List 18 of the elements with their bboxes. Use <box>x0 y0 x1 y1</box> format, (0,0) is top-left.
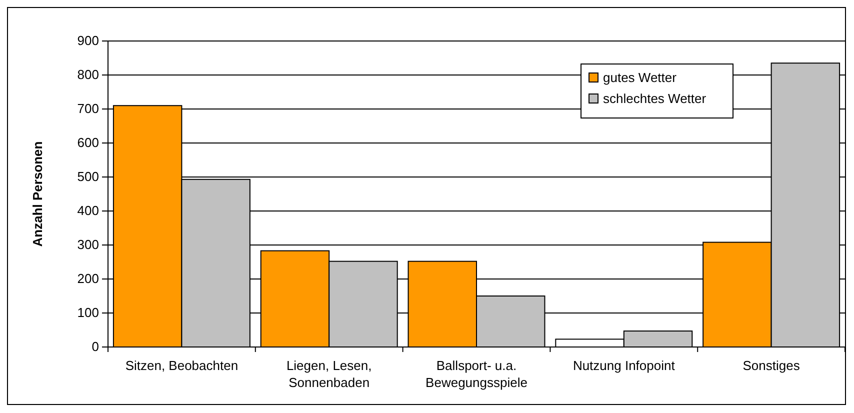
y-tick-label: 400 <box>77 203 99 218</box>
x-tick-label: Ballsport- u.a. Bewegungsspiele <box>426 358 528 390</box>
y-tick-label: 800 <box>77 67 99 82</box>
y-tick-label: 200 <box>77 271 99 286</box>
x-tick-label: Liegen, Lesen, Sonnenbaden <box>286 358 372 390</box>
y-tick-label: 700 <box>77 101 99 116</box>
x-tick-label: Nutzung Infopoint <box>572 358 676 373</box>
y-tick-label: 500 <box>77 169 99 184</box>
x-tick-label: Sitzen, Beobachten <box>125 358 238 373</box>
y-tick-label: 900 <box>77 33 99 48</box>
x-tick-label: Sonstiges <box>742 358 800 373</box>
y-tick-label: 100 <box>77 305 99 320</box>
y-tick-label: 300 <box>77 237 99 252</box>
y-tick-label: 0 <box>92 339 99 354</box>
legend-label: gutes Wetter <box>603 70 678 85</box>
y-axis-title: Anzahl Personen <box>30 141 45 247</box>
y-tick-label: 600 <box>77 135 99 150</box>
legend-label: schlechtes Wetter <box>603 91 707 106</box>
